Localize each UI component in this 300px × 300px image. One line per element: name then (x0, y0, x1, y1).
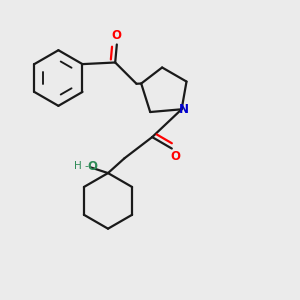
Text: -: - (84, 161, 88, 171)
Text: O: O (88, 160, 98, 173)
Text: N: N (179, 103, 189, 116)
Text: O: O (112, 29, 122, 42)
Text: O: O (171, 150, 181, 163)
Text: H: H (74, 161, 82, 171)
